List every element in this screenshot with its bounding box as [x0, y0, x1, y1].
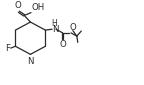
Text: N: N — [53, 24, 59, 33]
Text: H: H — [51, 19, 57, 28]
Text: O: O — [59, 40, 66, 49]
Text: O: O — [70, 23, 77, 32]
Text: O: O — [15, 1, 21, 10]
Text: N: N — [27, 57, 34, 66]
Text: F: F — [5, 44, 10, 53]
Text: OH: OH — [31, 3, 45, 12]
